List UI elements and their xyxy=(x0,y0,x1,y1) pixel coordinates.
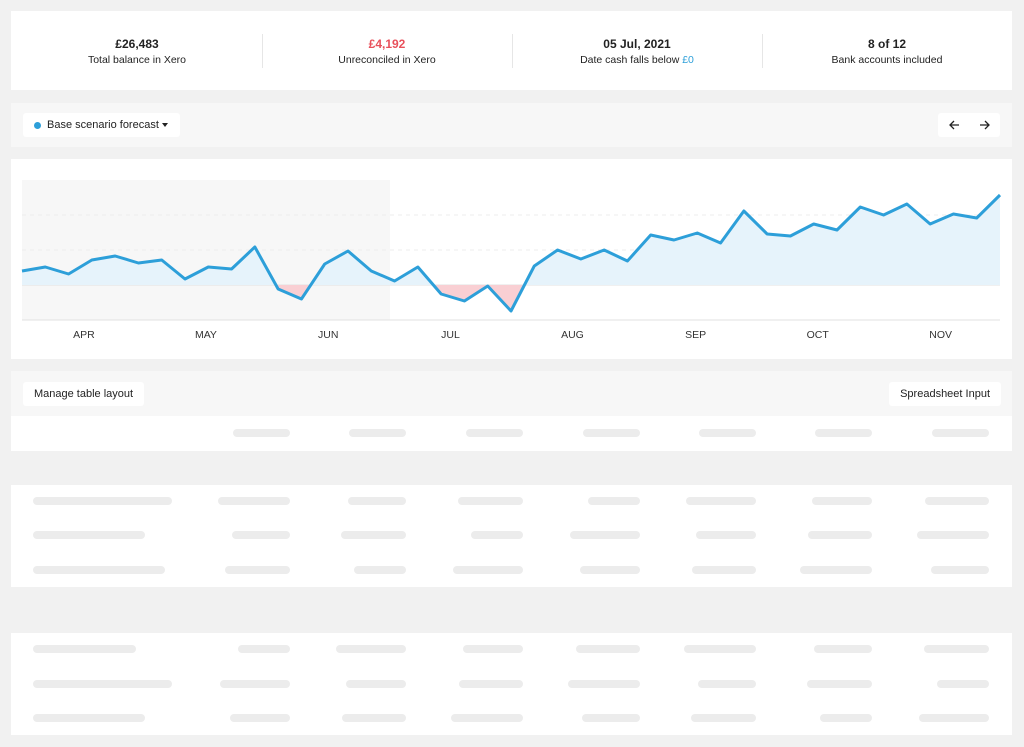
table-group-row xyxy=(11,599,1012,633)
skeleton xyxy=(684,645,756,653)
skeleton xyxy=(459,680,523,688)
arrows xyxy=(949,120,990,130)
legend-dot xyxy=(34,122,41,129)
skeleton xyxy=(686,497,756,505)
skeleton xyxy=(576,645,640,653)
stat-value: £4,192 xyxy=(368,37,406,51)
skeleton xyxy=(225,566,290,574)
x-tick-label: JUN xyxy=(318,329,338,341)
nav-buttons xyxy=(938,113,1000,137)
skeleton xyxy=(932,429,989,437)
skeleton xyxy=(346,680,406,688)
table-toolbar xyxy=(11,371,1012,416)
skeleton xyxy=(815,429,872,437)
stat: 8 of 12 Bank accounts included xyxy=(762,37,1012,66)
area-negative xyxy=(22,285,1000,311)
skeleton xyxy=(698,680,756,688)
skeleton xyxy=(230,714,290,722)
skeleton xyxy=(568,680,640,688)
manage-layout-button[interactable]: Manage table layout xyxy=(23,382,145,406)
scenario-label: Base scenario forecast xyxy=(47,119,159,131)
stat: 05 Jul, 2021 Date cash falls below £0 xyxy=(512,37,762,66)
spreadsheet-input-button[interactable]: Spreadsheet Input xyxy=(889,382,1001,406)
skeleton xyxy=(451,714,523,722)
divider xyxy=(762,34,763,68)
skeleton xyxy=(458,497,523,505)
skeleton xyxy=(348,497,406,505)
skeleton xyxy=(354,566,406,574)
skeleton xyxy=(33,566,165,574)
skeleton xyxy=(33,714,145,722)
skeleton xyxy=(33,680,172,688)
line xyxy=(21,193,1002,313)
skeleton xyxy=(808,531,872,539)
skeleton xyxy=(233,429,290,437)
stat-label: Date cash falls below xyxy=(580,54,680,66)
stat-value: £26,483 xyxy=(115,37,159,51)
stat-highlight: £0 xyxy=(682,54,694,66)
skeleton xyxy=(471,531,523,539)
skeleton xyxy=(807,680,872,688)
skeleton xyxy=(238,645,290,653)
next-arrow[interactable] xyxy=(980,120,990,130)
stat: £4,192 Unreconciled in Xero xyxy=(262,37,512,66)
skeleton xyxy=(349,429,406,437)
skeleton xyxy=(466,429,523,437)
skeleton xyxy=(570,531,640,539)
x-tick-label: JUL xyxy=(441,329,460,341)
skeleton xyxy=(820,714,872,722)
stat-label: Bank accounts included xyxy=(831,54,943,66)
skeleton xyxy=(342,714,406,722)
skeleton xyxy=(582,714,640,722)
skeleton xyxy=(814,645,872,653)
skeleton xyxy=(699,429,756,437)
x-tick-label: AUG xyxy=(561,329,584,341)
skeleton xyxy=(588,497,640,505)
skeleton xyxy=(33,497,172,505)
skeleton xyxy=(232,531,290,539)
skeleton xyxy=(924,645,989,653)
chart: APR MAY JUN JUL AUG SEP OCT NOV xyxy=(21,180,1002,341)
x-tick-label: APR xyxy=(73,329,95,341)
stat-value: 05 Jul, 2021 xyxy=(603,37,671,51)
caret xyxy=(162,123,168,127)
prev-arrow[interactable] xyxy=(949,120,959,130)
skeleton xyxy=(919,714,989,722)
skeleton xyxy=(917,531,989,539)
stat-label-wrap: Date cash falls below £0 xyxy=(512,54,762,66)
skeleton xyxy=(341,531,406,539)
skeleton xyxy=(336,645,406,653)
x-tick-label: NOV xyxy=(929,329,952,341)
skeleton xyxy=(33,645,136,653)
skeleton xyxy=(583,429,640,437)
summary-card xyxy=(11,11,1012,90)
area-positive xyxy=(22,195,1000,285)
scenario-dropdown[interactable]: Base scenario forecast xyxy=(23,113,180,137)
skeleton xyxy=(220,680,290,688)
skeleton xyxy=(925,497,989,505)
stat-label: Total balance in Xero xyxy=(87,54,187,66)
skeleton xyxy=(692,566,756,574)
skeleton xyxy=(218,497,290,505)
stat-label: Unreconciled in Xero xyxy=(338,54,436,66)
x-tick-label: OCT xyxy=(807,329,830,341)
skeleton xyxy=(453,566,523,574)
skeleton xyxy=(696,531,756,539)
skeleton xyxy=(800,566,872,574)
skeleton xyxy=(463,645,523,653)
stat: £26,483 Total balance in Xero xyxy=(12,37,262,66)
x-tick-label: SEP xyxy=(685,329,706,341)
divider xyxy=(512,34,513,68)
x-tick-label: MAY xyxy=(195,329,217,341)
divider xyxy=(262,34,263,68)
skeleton xyxy=(691,714,756,722)
skeleton xyxy=(33,531,145,539)
skeleton xyxy=(812,497,872,505)
skeleton xyxy=(937,680,989,688)
table-group-row xyxy=(11,451,1012,485)
skeleton xyxy=(580,566,640,574)
stat-value: 8 of 12 xyxy=(867,37,906,51)
skeleton xyxy=(931,566,989,574)
